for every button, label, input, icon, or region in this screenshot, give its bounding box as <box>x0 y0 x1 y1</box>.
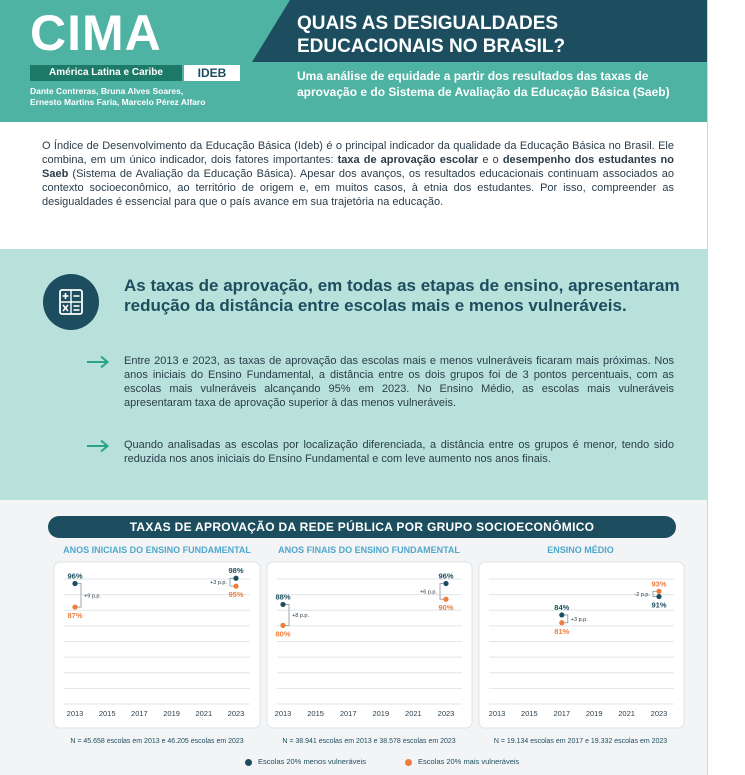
point-less-vulnerable <box>280 601 286 608</box>
value-label-more: 80% <box>275 629 290 638</box>
x-tick-label: 2017 <box>340 709 357 718</box>
ideb-badge: IDEB <box>184 65 240 81</box>
x-tick-label: 2013 <box>275 709 292 718</box>
authors-line-1: Dante Contreras, Bruna Alves Soares, <box>30 86 184 96</box>
intro-text-1: O Índice de Desenvolvimento da Educação … <box>42 140 674 166</box>
x-tick-label: 2015 <box>521 709 538 718</box>
x-tick-label: 2021 <box>405 709 422 718</box>
intro-bold-1: taxa de aprovação escolar <box>337 154 479 166</box>
gap-bracket <box>439 583 444 600</box>
value-label-more: 90% <box>438 603 453 612</box>
point-more-vulnerable <box>559 620 565 626</box>
charts-section-title: TAXAS DE APROVAÇÃO DA REDE PÚBLICA POR G… <box>48 516 676 538</box>
x-tick-label: 2021 <box>618 709 635 718</box>
gap-label: +6 p.p. <box>420 589 437 595</box>
header-title-panel <box>252 0 707 62</box>
x-tick-label: 2023 <box>228 709 245 718</box>
x-tick-label: 2023 <box>438 709 455 718</box>
region-badge: América Latina e Caribe <box>30 65 182 81</box>
intro-text-2: e o <box>478 154 503 166</box>
value-label-less: 96% <box>438 571 453 580</box>
chart-1-title: ANOS INICIAIS DO ENSINO FUNDAMENTAL <box>63 545 251 555</box>
x-tick-label: 2019 <box>372 709 389 718</box>
authors: Dante Contreras, Bruna Alves Soares, Ern… <box>30 86 205 108</box>
calculator-icon <box>43 274 99 330</box>
value-label-less: 96% <box>67 571 82 580</box>
cima-logo: CIMA <box>30 5 162 61</box>
value-label-more: 95% <box>228 590 243 599</box>
value-label-less: 91% <box>651 601 666 610</box>
gap-label: +3 p.p. <box>571 617 588 623</box>
gap-label: +8 p.p. <box>292 613 309 619</box>
point-more-vulnerable <box>443 596 449 602</box>
chart-panel <box>478 561 685 729</box>
value-label-more: 93% <box>651 579 666 588</box>
legend-less-vulnerable: Escolas 20% menos vulneráveis <box>258 757 366 766</box>
gap-bracket <box>652 590 657 597</box>
intro-bold-2: desempenho dos estudantes no Saeb <box>42 154 674 180</box>
gap-label: +9 p.p. <box>84 593 101 599</box>
point-more-vulnerable <box>72 604 78 610</box>
point-more-vulnerable <box>656 588 662 594</box>
point-less-vulnerable <box>72 580 78 587</box>
legend-more-vulnerable: Escolas 20% mais vulneráveis <box>418 757 520 766</box>
chart-1-note: N = 45.658 escolas em 2013 e 46.205 esco… <box>70 738 244 745</box>
legend-dot-less-vulnerable <box>245 759 252 766</box>
x-tick-label: 2019 <box>163 709 180 718</box>
point-less-vulnerable <box>233 575 239 581</box>
x-tick-label: 2013 <box>67 709 84 718</box>
value-label-more: 81% <box>554 627 569 636</box>
gap-bracket <box>77 583 82 608</box>
value-label-less: 88% <box>275 592 290 601</box>
x-tick-label: 2017 <box>131 709 148 718</box>
legend-dot-more-vulnerable <box>405 759 412 766</box>
header: CIMA América Latina e Caribe IDEB Dante … <box>0 0 707 122</box>
x-tick-label: 2015 <box>307 709 324 718</box>
chart-3-note: N = 19.134 escolas em 2017 e 19.332 esco… <box>493 738 668 745</box>
point-less-vulnerable <box>559 612 565 618</box>
x-tick-label: 2021 <box>195 709 212 718</box>
intro-text-3: (Sistema de Avaliação da Educação Básica… <box>42 168 674 208</box>
gap-bracket <box>285 604 290 626</box>
page-subtitle: Uma análise de equidade a partir dos res… <box>297 69 670 99</box>
arrow-right-icon <box>87 355 110 369</box>
page-edge <box>707 0 708 775</box>
chart-3-title: ENSINO MÉDIO <box>547 545 614 555</box>
gap-label: -2 p.p. <box>634 592 650 598</box>
highlight-title: As taxas de aprovação, em todas as etapa… <box>124 276 680 315</box>
x-tick-label: 2017 <box>553 709 570 718</box>
value-label-more: 87% <box>67 611 82 620</box>
x-tick-label: 2015 <box>99 709 116 718</box>
point-more-vulnerable <box>233 583 239 589</box>
chart-panel <box>53 561 261 729</box>
chart-2-note: N = 38.941 escolas em 2013 e 38.578 esco… <box>282 738 456 745</box>
highlight-bullet-2: Quando analisadas as escolas por localiz… <box>124 439 674 465</box>
chart-2-title: ANOS FINAIS DO ENSINO FUNDAMENTAL <box>278 545 460 555</box>
x-tick-label: 2019 <box>586 709 603 718</box>
highlight-band <box>0 249 707 500</box>
x-tick-label: 2013 <box>489 709 506 718</box>
point-less-vulnerable <box>443 580 449 587</box>
value-label-less: 84% <box>554 603 569 612</box>
point-more-vulnerable <box>280 622 286 629</box>
arrow-right-icon <box>87 439 110 453</box>
gap-bracket <box>563 614 569 624</box>
intro-paragraph: O Índice de Desenvolvimento da Educação … <box>42 139 674 209</box>
point-less-vulnerable <box>656 593 662 600</box>
authors-line-2: Ernesto Martins Faria, Marcelo Pérez Alf… <box>30 97 206 107</box>
gap-bracket <box>229 577 234 587</box>
highlight-bullet-1: Entre 2013 e 2023, as taxas de aprovação… <box>124 355 674 409</box>
value-label-less: 98% <box>228 566 243 575</box>
gap-label: +3 p.p. <box>210 580 227 586</box>
chart-panel <box>266 561 473 729</box>
x-tick-label: 2023 <box>651 709 668 718</box>
page-title: QUAIS AS DESIGUALDADES EDUCACIONAIS NO B… <box>297 13 566 57</box>
